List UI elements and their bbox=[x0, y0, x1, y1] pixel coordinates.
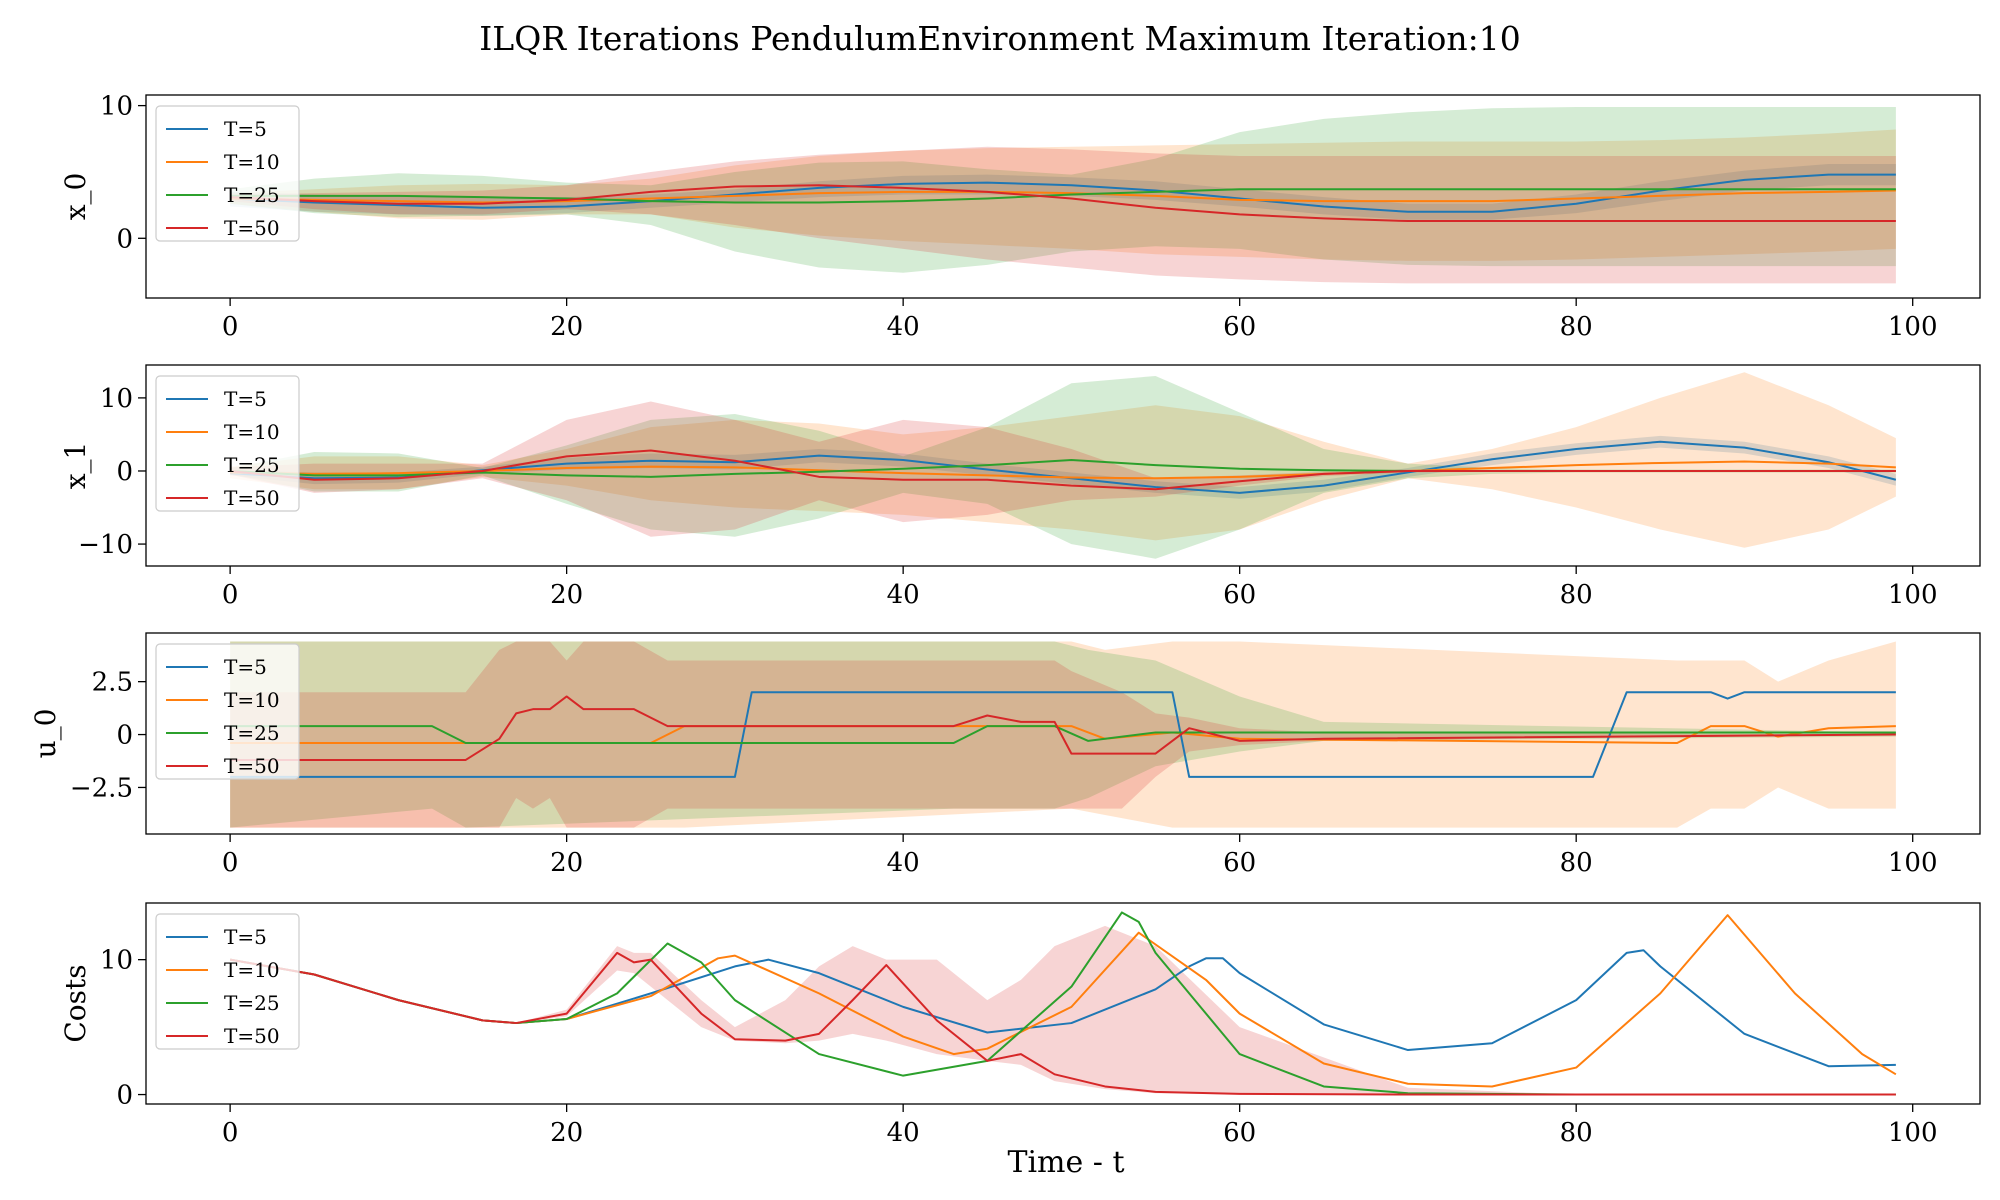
x-tick-label: 20 bbox=[550, 580, 583, 610]
legend-label: T=10 bbox=[224, 958, 280, 982]
legend-label: T=50 bbox=[224, 216, 280, 240]
legend: T=5 T=10 T=25 T=50 bbox=[155, 105, 300, 242]
x-tick-label: 60 bbox=[1223, 312, 1256, 342]
legend-box bbox=[155, 913, 300, 1050]
band-t-50 bbox=[230, 401, 1896, 537]
band-t-25 bbox=[230, 375, 1896, 559]
x-tick-label: 20 bbox=[550, 1118, 583, 1148]
legend-box bbox=[155, 375, 300, 512]
legend-label: T=10 bbox=[224, 420, 280, 444]
series-line-t-5 bbox=[230, 173, 1896, 213]
plot-area bbox=[230, 641, 1896, 828]
axes-frame bbox=[145, 364, 1981, 567]
band-t-50 bbox=[230, 641, 1896, 828]
series-line-t-50 bbox=[230, 184, 1896, 223]
subplot-3: 0 20 40 60 80 100 −2.5 0 2.5 u_0 T=5 T=10 T=25 T=50 bbox=[29, 632, 1981, 878]
y-tick-label: 2.5 bbox=[92, 668, 133, 698]
x-tick-label: 80 bbox=[1560, 848, 1593, 878]
y-tick-label: −2.5 bbox=[70, 773, 133, 803]
x-tick-label: 80 bbox=[1560, 1118, 1593, 1148]
axes-frame bbox=[145, 632, 1981, 835]
x-tick-label: 80 bbox=[1560, 580, 1593, 610]
legend-label: T=50 bbox=[224, 754, 280, 778]
subplot-1: 0 20 40 60 80 100 0 10 x_0 T=5 T=10 T=25 T=50 bbox=[59, 92, 1981, 342]
legend-label: T=25 bbox=[224, 991, 280, 1015]
x-tick-label: 60 bbox=[1223, 1118, 1256, 1148]
x-tick-label: 20 bbox=[550, 312, 583, 342]
band-t-50 bbox=[230, 146, 1896, 284]
x-tick-label: 40 bbox=[887, 1118, 920, 1148]
axes-frame bbox=[145, 94, 1981, 299]
series-line-t-25 bbox=[230, 725, 1896, 745]
x-tick-label: 100 bbox=[1888, 1118, 1938, 1148]
subplot-4: 0 20 40 60 80 100 0 10 Costs T=5 T=10 T=25 T=50 bbox=[59, 902, 1981, 1148]
x-tick-label: 40 bbox=[887, 848, 920, 878]
x-tick-label: 100 bbox=[1888, 312, 1938, 342]
legend-label: T=50 bbox=[224, 486, 280, 510]
legend-label: T=10 bbox=[224, 150, 280, 174]
y-tick-label: 10 bbox=[100, 384, 133, 414]
plot-area bbox=[229, 911, 1897, 1096]
y-tick-label: −10 bbox=[78, 530, 133, 560]
legend-label: T=5 bbox=[224, 655, 267, 679]
y-tick-label: 10 bbox=[100, 946, 133, 976]
series-line-t-10 bbox=[230, 460, 1896, 480]
series-line-t-5 bbox=[230, 691, 1896, 778]
series-line-t-50 bbox=[229, 951, 1896, 1096]
legend-label: T=5 bbox=[224, 117, 267, 141]
x-tick-label: 100 bbox=[1888, 580, 1938, 610]
legend: T=5 T=10 T=25 T=50 bbox=[155, 913, 300, 1050]
y-tick-label: 0 bbox=[116, 224, 133, 254]
legend-label: T=25 bbox=[224, 721, 280, 745]
legend-label: T=10 bbox=[224, 688, 280, 712]
x-tick-label: 20 bbox=[550, 848, 583, 878]
y-tick-label: 0 bbox=[116, 721, 133, 751]
x-tick-label: 60 bbox=[1223, 848, 1256, 878]
x-tick-label: 40 bbox=[887, 312, 920, 342]
legend-label: T=50 bbox=[224, 1024, 280, 1048]
y-axis-label: x_0 bbox=[59, 173, 92, 221]
x-tick-label: 0 bbox=[222, 1118, 239, 1148]
axes-frame bbox=[145, 902, 1981, 1105]
series-line-t-50 bbox=[230, 695, 1896, 761]
legend: T=5 T=10 T=25 T=50 bbox=[155, 643, 300, 780]
x-tick-label: 80 bbox=[1560, 312, 1593, 342]
plot-area bbox=[230, 106, 1896, 284]
y-axis-label: Costs bbox=[59, 964, 92, 1042]
plot-area bbox=[230, 372, 1897, 559]
band-t-10 bbox=[230, 641, 1896, 828]
y-axis-label: x_1 bbox=[59, 442, 92, 490]
y-tick-label: 10 bbox=[100, 92, 133, 122]
x-tick-label: 0 bbox=[222, 848, 239, 878]
x-tick-label: 0 bbox=[222, 312, 239, 342]
band-t-5 bbox=[230, 163, 1896, 220]
legend-label: T=5 bbox=[224, 925, 267, 949]
x-axis-label: Time - t bbox=[1007, 1145, 1124, 1180]
legend-box bbox=[155, 643, 300, 780]
legend-label: T=5 bbox=[224, 387, 267, 411]
y-axis-label: u_0 bbox=[29, 709, 62, 759]
band-t-25 bbox=[230, 641, 1896, 828]
x-tick-label: 100 bbox=[1888, 848, 1938, 878]
legend-box bbox=[155, 105, 300, 242]
series-line-t-25 bbox=[230, 188, 1896, 204]
y-tick-label: 0 bbox=[116, 1081, 133, 1111]
subplot-2: 0 20 40 60 80 100 −10 0 10 x_1 T=5 T=10 T=25 T=50 bbox=[59, 364, 1981, 610]
legend-label: T=25 bbox=[224, 183, 280, 207]
x-tick-label: 40 bbox=[887, 580, 920, 610]
x-tick-label: 0 bbox=[222, 580, 239, 610]
legend-label: T=25 bbox=[224, 453, 280, 477]
figure-title: ILQR Iterations PendulumEnvironment Maxi… bbox=[479, 19, 1521, 58]
band-t-25 bbox=[230, 106, 1896, 273]
legend: T=5 T=10 T=25 T=50 bbox=[155, 375, 300, 512]
y-tick-label: 0 bbox=[116, 457, 133, 487]
series-line-t-50 bbox=[230, 449, 1896, 491]
x-tick-label: 60 bbox=[1223, 580, 1256, 610]
